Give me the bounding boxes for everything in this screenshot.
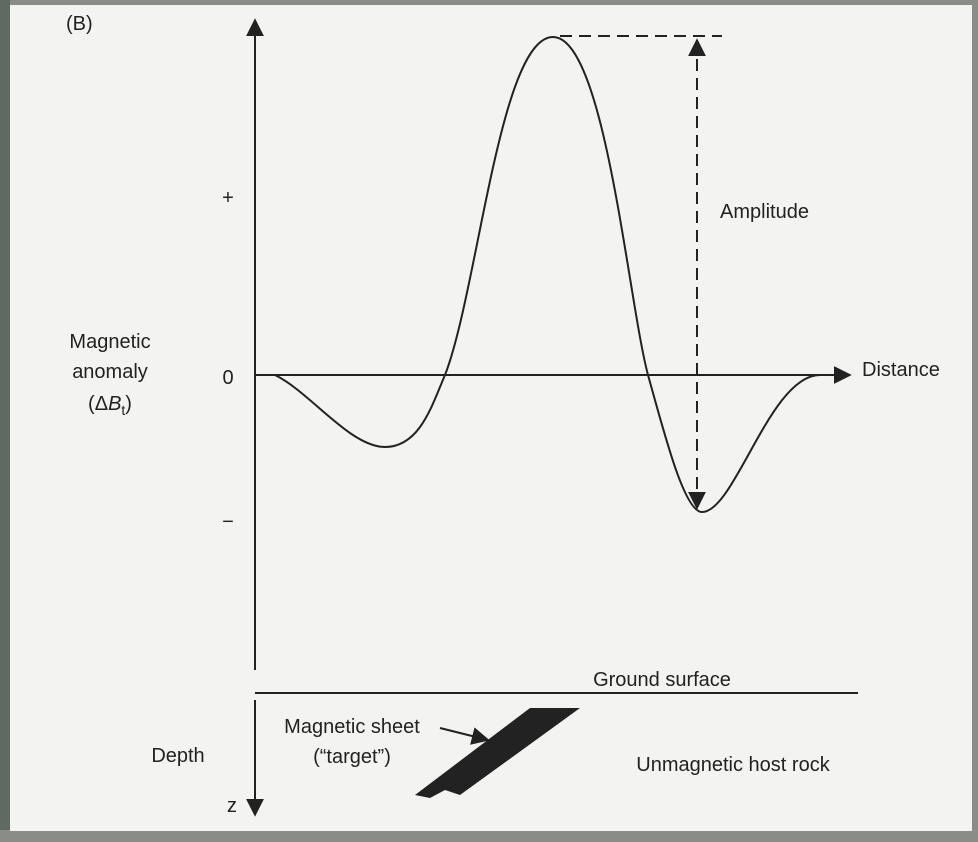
magnetic-sheet <box>415 708 580 798</box>
y-label-close: ) <box>125 393 132 415</box>
y-label-line2: anomaly <box>72 361 148 383</box>
anomaly-curve <box>274 35 821 514</box>
z-label: z <box>227 795 237 817</box>
left-edge <box>0 0 10 830</box>
sheet-label-line1: Magnetic sheet <box>284 716 420 738</box>
y-minus: − <box>222 511 234 533</box>
panel-label: (B) <box>66 13 93 35</box>
host-rock-label: Unmagnetic host rock <box>636 754 830 776</box>
depth-label: Depth <box>151 745 204 767</box>
y-label-open: (Δ <box>88 393 108 415</box>
y-label-symbol: B <box>108 393 121 415</box>
ground-surface-label: Ground surface <box>593 669 731 691</box>
page-background <box>10 5 972 831</box>
y-zero: 0 <box>222 367 233 389</box>
sheet-leader <box>439 727 490 745</box>
y-label-line1: Magnetic <box>69 331 150 353</box>
x-label: Distance <box>862 359 940 381</box>
amplitude-label: Amplitude <box>720 201 809 223</box>
y-plus: + <box>222 187 234 209</box>
sheet-label-line2: (“target”) <box>313 746 391 768</box>
y-label-line3: (ΔBt) <box>88 393 132 418</box>
y-label-sub: t <box>121 402 125 418</box>
